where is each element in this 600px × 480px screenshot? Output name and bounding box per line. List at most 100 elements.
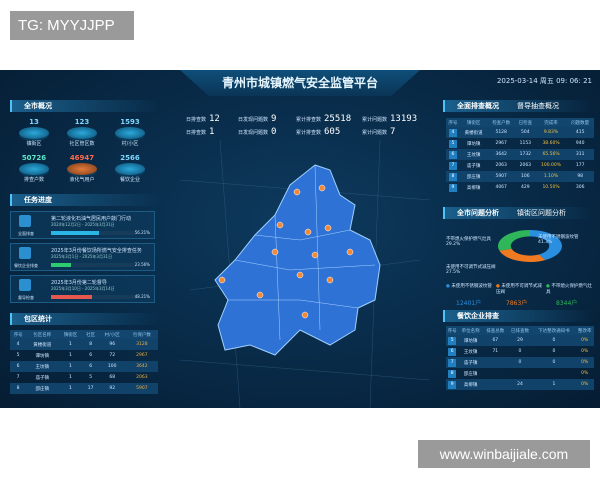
task-card[interactable]: 督导检查 2025年3月份第二轮督导 2025年3月10日 - 2025年3月14日… <box>10 275 155 303</box>
table-cell: 1 <box>69 375 72 380</box>
table-cell: 92 <box>98 383 126 394</box>
kpi-item: 日发现问题数 9 <box>238 114 276 124</box>
table-row[interactable]: 8 邵庄镇 1 17 92 5907 <box>10 383 158 394</box>
table-row[interactable]: 6 王坟镇 3642 1732 65.56% 311 <box>446 149 594 160</box>
task-percent: 23.56% <box>134 262 150 267</box>
column-header: 整改率 <box>575 326 594 335</box>
table-cell: 1 <box>58 339 83 350</box>
row-index: 9 <box>448 183 457 192</box>
tab-supervision[interactable]: 督导抽查概况 <box>517 102 559 110</box>
table-row[interactable]: 4 黄楼街道 5128 504 9.83% 415 <box>446 127 594 138</box>
donut-slice <box>498 230 530 251</box>
row-index: 4 <box>448 128 457 137</box>
table-row[interactable]: 7 庙子镇 2063 2063 100.00% 177 <box>446 160 594 171</box>
table-cell: 庙子镇 <box>458 357 483 368</box>
city-region[interactable] <box>214 164 381 356</box>
donut-slice <box>499 248 546 262</box>
table-cell: 5 <box>89 375 93 380</box>
legend-count: 8344户 <box>556 300 578 307</box>
table-cell: 177 <box>575 163 585 168</box>
table-row[interactable]: 5 谭坊镇 2967 1153 38.60% 940 <box>446 138 594 149</box>
table-row[interactable]: 5 谭坊镇 67 29 0 0% <box>446 335 594 346</box>
map[interactable] <box>180 140 430 408</box>
table-cell: 1153 <box>519 141 532 146</box>
tab-town-problems[interactable]: 镇街区问题分析 <box>517 209 566 217</box>
column-header: 完成率 <box>535 118 567 127</box>
stat-pedestal-icon <box>19 163 49 175</box>
column-header: 已检查 <box>514 118 536 127</box>
stat-label: 镇街区 <box>26 141 42 147</box>
donut-slice <box>530 230 562 261</box>
task-card[interactable]: 餐饮企业排查 2025年3月份餐饮场所燃气安全排查任务 2025年3月1日 - 20… <box>10 243 155 271</box>
table-cell: 黄楼街道 <box>459 127 488 138</box>
stat-value: 13 <box>29 118 39 126</box>
table-cell: 9.83% <box>535 127 567 138</box>
table-cell: 高柳镇 <box>466 185 481 191</box>
task-icon <box>19 247 31 259</box>
legend-label: 未使用不可调节式减压阀 <box>496 284 542 295</box>
column-header: 包区名称 <box>26 330 59 339</box>
table-cell: 6 <box>82 361 99 372</box>
table-cell: 38.60% <box>542 141 560 146</box>
packages-section-title: 包区统计 <box>10 313 160 325</box>
stat-value: 2566 <box>120 154 140 162</box>
table-row[interactable]: 6 王坟镇 71 0 0 0% <box>446 346 594 357</box>
legend-dot-icon: ● <box>546 284 552 289</box>
table-row[interactable]: 9 高柳镇 24 1 0% <box>446 379 594 390</box>
table-cell: 8 <box>446 368 458 379</box>
catering-section-title: 餐饮企业排查 <box>443 310 593 322</box>
stat-pedestal-icon <box>115 127 145 139</box>
table-cell: 415 <box>566 127 594 138</box>
column-header: 下达整改通知书 <box>532 326 576 335</box>
overlay-tag: TG: MYYJJPP <box>10 11 134 40</box>
tab-inspection[interactable]: 全面排查概况 <box>457 102 499 110</box>
table-row[interactable]: 6 王坟镇 1 6 100 3642 <box>10 361 158 372</box>
overview-stat: 2566 餐饮企业 <box>106 154 154 183</box>
kpi-item: 日排查数 12 <box>186 114 220 124</box>
table-row[interactable]: 7 庙子镇 1 5 68 2063 <box>10 372 158 383</box>
table-cell: 0% <box>575 357 594 368</box>
table-cell: 24 <box>507 379 533 390</box>
table-cell <box>532 368 575 379</box>
tab-city-problems[interactable]: 全市问题分析 <box>457 209 499 217</box>
task-progress-bar <box>51 263 136 267</box>
table-cell: 5907 <box>487 171 515 182</box>
table-cell <box>483 368 508 379</box>
table-cell: 7 <box>446 357 459 368</box>
kpi-value: 12 <box>209 114 220 124</box>
inspection-section-title[interactable]: 全面排查概况 督导抽查概况 <box>443 100 593 112</box>
column-header: 排查总数 <box>482 326 508 335</box>
table-cell: 6 <box>446 346 458 357</box>
task-icon <box>19 279 31 291</box>
table-cell: 8 <box>446 171 460 182</box>
kpi-value: 1 <box>209 127 215 137</box>
row-index: 6 <box>448 150 457 159</box>
table-row[interactable]: 8 邵庄镇 5907 106 1.10% 98 <box>446 171 594 182</box>
row-index: 5 <box>448 139 457 148</box>
table-cell: 10.50% <box>542 185 560 190</box>
table-row[interactable]: 9 高柳镇 4067 429 10.50% 306 <box>446 182 594 193</box>
problems-section-title[interactable]: 全市问题分析 镇街区问题分析 <box>443 207 593 219</box>
table-cell: 1 <box>69 353 72 358</box>
watermark: www.winbaijiale.com <box>418 440 590 468</box>
table-cell: 3642 <box>125 361 158 372</box>
table-cell: 940 <box>575 141 585 146</box>
overview-stat: 50726 排查户数 <box>10 154 58 183</box>
task-card[interactable]: 全面排查 第二轮液化石油气居民用户敲门行动 2024年12月2日 - 2025年3月… <box>10 211 155 239</box>
map-markers[interactable] <box>218 184 354 319</box>
legend-count: 7863户 <box>506 300 528 307</box>
table-row[interactable]: 4 黄楼街道 1 8 96 3128 <box>10 339 158 350</box>
table-cell: 2967 <box>495 141 507 146</box>
table-row[interactable]: 8 邵庄镇 0% <box>446 368 594 379</box>
legend-item: ● 未使用不锈钢波纹管 <box>446 284 494 290</box>
kpi-item: 累计问题数 7 <box>362 127 395 137</box>
kpi-label: 累计问题数 <box>362 130 388 136</box>
table-cell: 311 <box>566 149 594 160</box>
table-cell: 庙子镇 <box>466 163 481 169</box>
table-row[interactable]: 7 庙子镇 0 0 0% <box>446 357 594 368</box>
overview-section-title: 全市概况 <box>10 100 160 112</box>
table-cell: 2063 <box>495 163 507 168</box>
stat-pedestal-icon <box>67 163 97 175</box>
table-row[interactable]: 5 谭坊镇 1 6 72 2967 <box>10 350 158 361</box>
column-header: 包保户数 <box>125 330 158 339</box>
